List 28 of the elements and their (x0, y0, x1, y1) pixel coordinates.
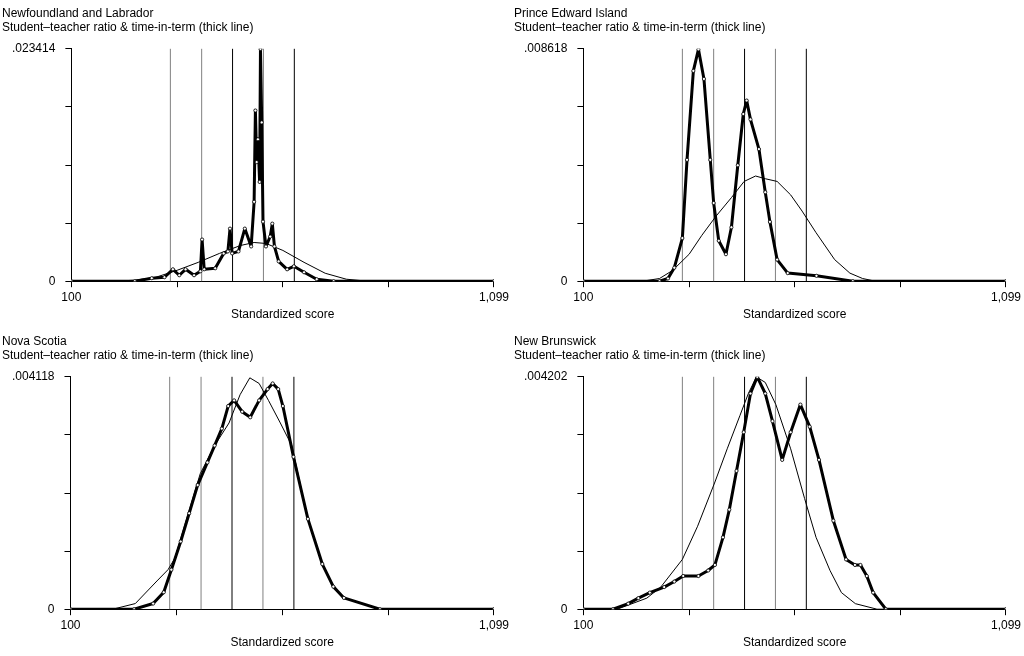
x-tick-label: 100 (60, 617, 81, 632)
chart-title: Nova Scotia (2, 333, 68, 348)
x-tick-label: 1,099 (478, 617, 510, 632)
y-tick-label: 0 (560, 273, 568, 288)
y-tick-label: .004202 (523, 369, 568, 384)
y-tick-label: .004118 (11, 369, 55, 384)
chart-subtitle: Student–teacher ratio & time-in-term (thick line) (514, 347, 766, 362)
x-tick-label: 100 (61, 289, 82, 304)
x-tick-label: 1,099 (990, 289, 1022, 304)
y-tick-label: 0 (48, 273, 56, 288)
x-tick-label: 100 (573, 617, 594, 632)
y-tick-label: 0 (560, 601, 568, 616)
x-axis-title: Standardized score (230, 307, 335, 322)
chart-title: Prince Edward Island (514, 5, 628, 20)
chart-subtitle: Student–teacher ratio & time-in-term (thick line) (2, 347, 254, 362)
x-tick-label: 1,099 (990, 617, 1022, 632)
x-axis-title: Standardized score (230, 635, 335, 650)
y-tick-label: .023414 (11, 41, 56, 56)
x-tick-label: 100 (573, 289, 594, 304)
y-tick-label: 0 (47, 601, 55, 616)
x-tick-label: 1,099 (478, 289, 510, 304)
chart-subtitle: Student–teacher ratio & time-in-term (thick line) (514, 19, 766, 34)
chart-subtitle: Student–teacher ratio & time-in-term (thick line) (2, 19, 254, 34)
chart-title: Newfoundland and Labrador (2, 5, 154, 20)
x-axis-title: Standardized score (742, 635, 847, 650)
chart-title: New Brunswick (514, 333, 598, 348)
x-axis-title: Standardized score (742, 307, 847, 322)
y-tick-label: .008618 (523, 41, 568, 56)
